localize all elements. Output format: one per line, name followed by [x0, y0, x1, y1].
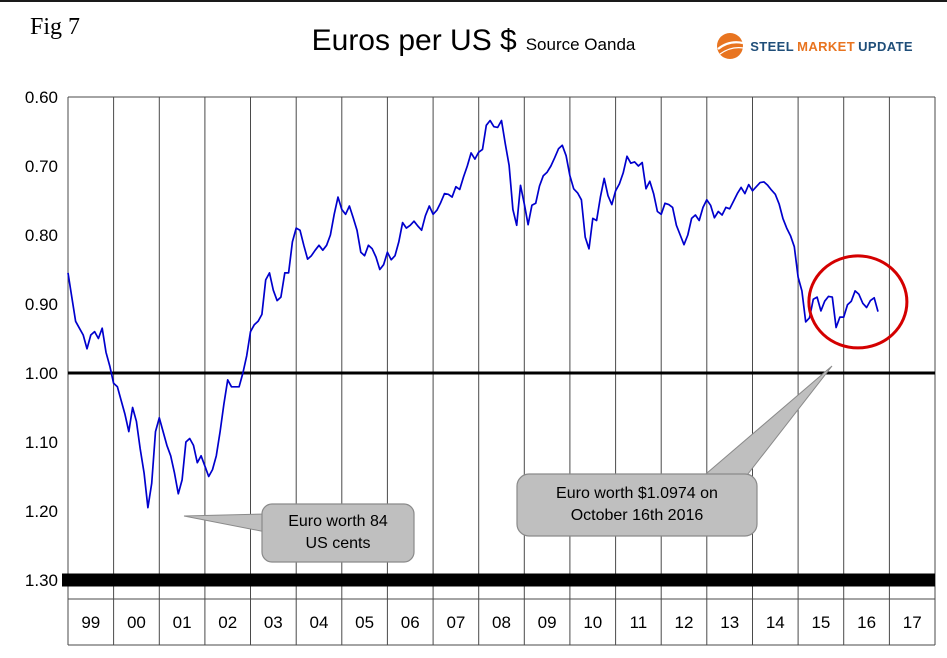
x-year-label: 99 [81, 613, 100, 632]
callout-text: US cents [306, 535, 371, 552]
chart-title: Euros per US $ [311, 24, 517, 57]
logo-word-market: MARKET [797, 38, 856, 54]
chart-source-label: Source Oanda [525, 35, 636, 54]
x-year-label: 01 [173, 613, 192, 632]
x-year-label: 03 [264, 613, 283, 632]
smu-globe-icon [717, 33, 744, 59]
x-year-label: 10 [583, 613, 602, 632]
x-year-label: 09 [538, 613, 557, 632]
x-year-label: 04 [310, 613, 329, 632]
figure-label: Fig 7 [30, 14, 81, 40]
x-year-label: 13 [720, 613, 739, 632]
callout-text: Euro worth $1.0974 on [556, 485, 718, 502]
bottom-axis-bar [62, 573, 935, 587]
callout-tail [698, 365, 833, 480]
eur-per-usd-line [67, 119, 879, 509]
smu-logo: STEEL MARKET UPDATE [716, 32, 913, 60]
y-tick-label: 0.70 [25, 157, 58, 176]
x-year-label: 14 [766, 613, 785, 632]
logo-word-update: UPDATE [858, 38, 913, 54]
y-tick-label: 1.20 [25, 502, 58, 521]
callout-box [261, 503, 415, 563]
highlight-ellipse [807, 254, 909, 350]
x-year-label: 07 [446, 613, 465, 632]
x-year-label: 17 [903, 613, 922, 632]
x-year-label: 16 [857, 613, 876, 632]
callout-box [516, 473, 758, 537]
x-year-label: 08 [492, 613, 511, 632]
x-year-label: 12 [675, 613, 694, 632]
y-tick-label: 1.30 [25, 571, 58, 590]
y-tick-label: 0.90 [25, 295, 58, 314]
callout-tail [183, 513, 267, 533]
y-tick-label: 1.10 [25, 433, 58, 452]
x-year-label: 00 [127, 613, 146, 632]
x-year-label: 11 [630, 613, 648, 632]
y-tick-label: 1.00 [25, 364, 58, 383]
y-tick-label: 0.80 [25, 226, 58, 245]
logo-word-steel: STEEL [750, 38, 795, 54]
callout-text: October 16th 2016 [571, 507, 704, 524]
chart-header: Euros per US $ Source Oanda [0, 24, 947, 58]
x-year-label: 06 [401, 613, 420, 632]
y-tick-label: 0.60 [25, 88, 58, 107]
x-year-label: 05 [355, 613, 374, 632]
callout-text: Euro worth 84 [288, 513, 388, 530]
smu-logo-text: STEEL MARKET UPDATE [750, 39, 913, 54]
x-year-label: 02 [218, 613, 237, 632]
x-year-label: 15 [811, 613, 830, 632]
